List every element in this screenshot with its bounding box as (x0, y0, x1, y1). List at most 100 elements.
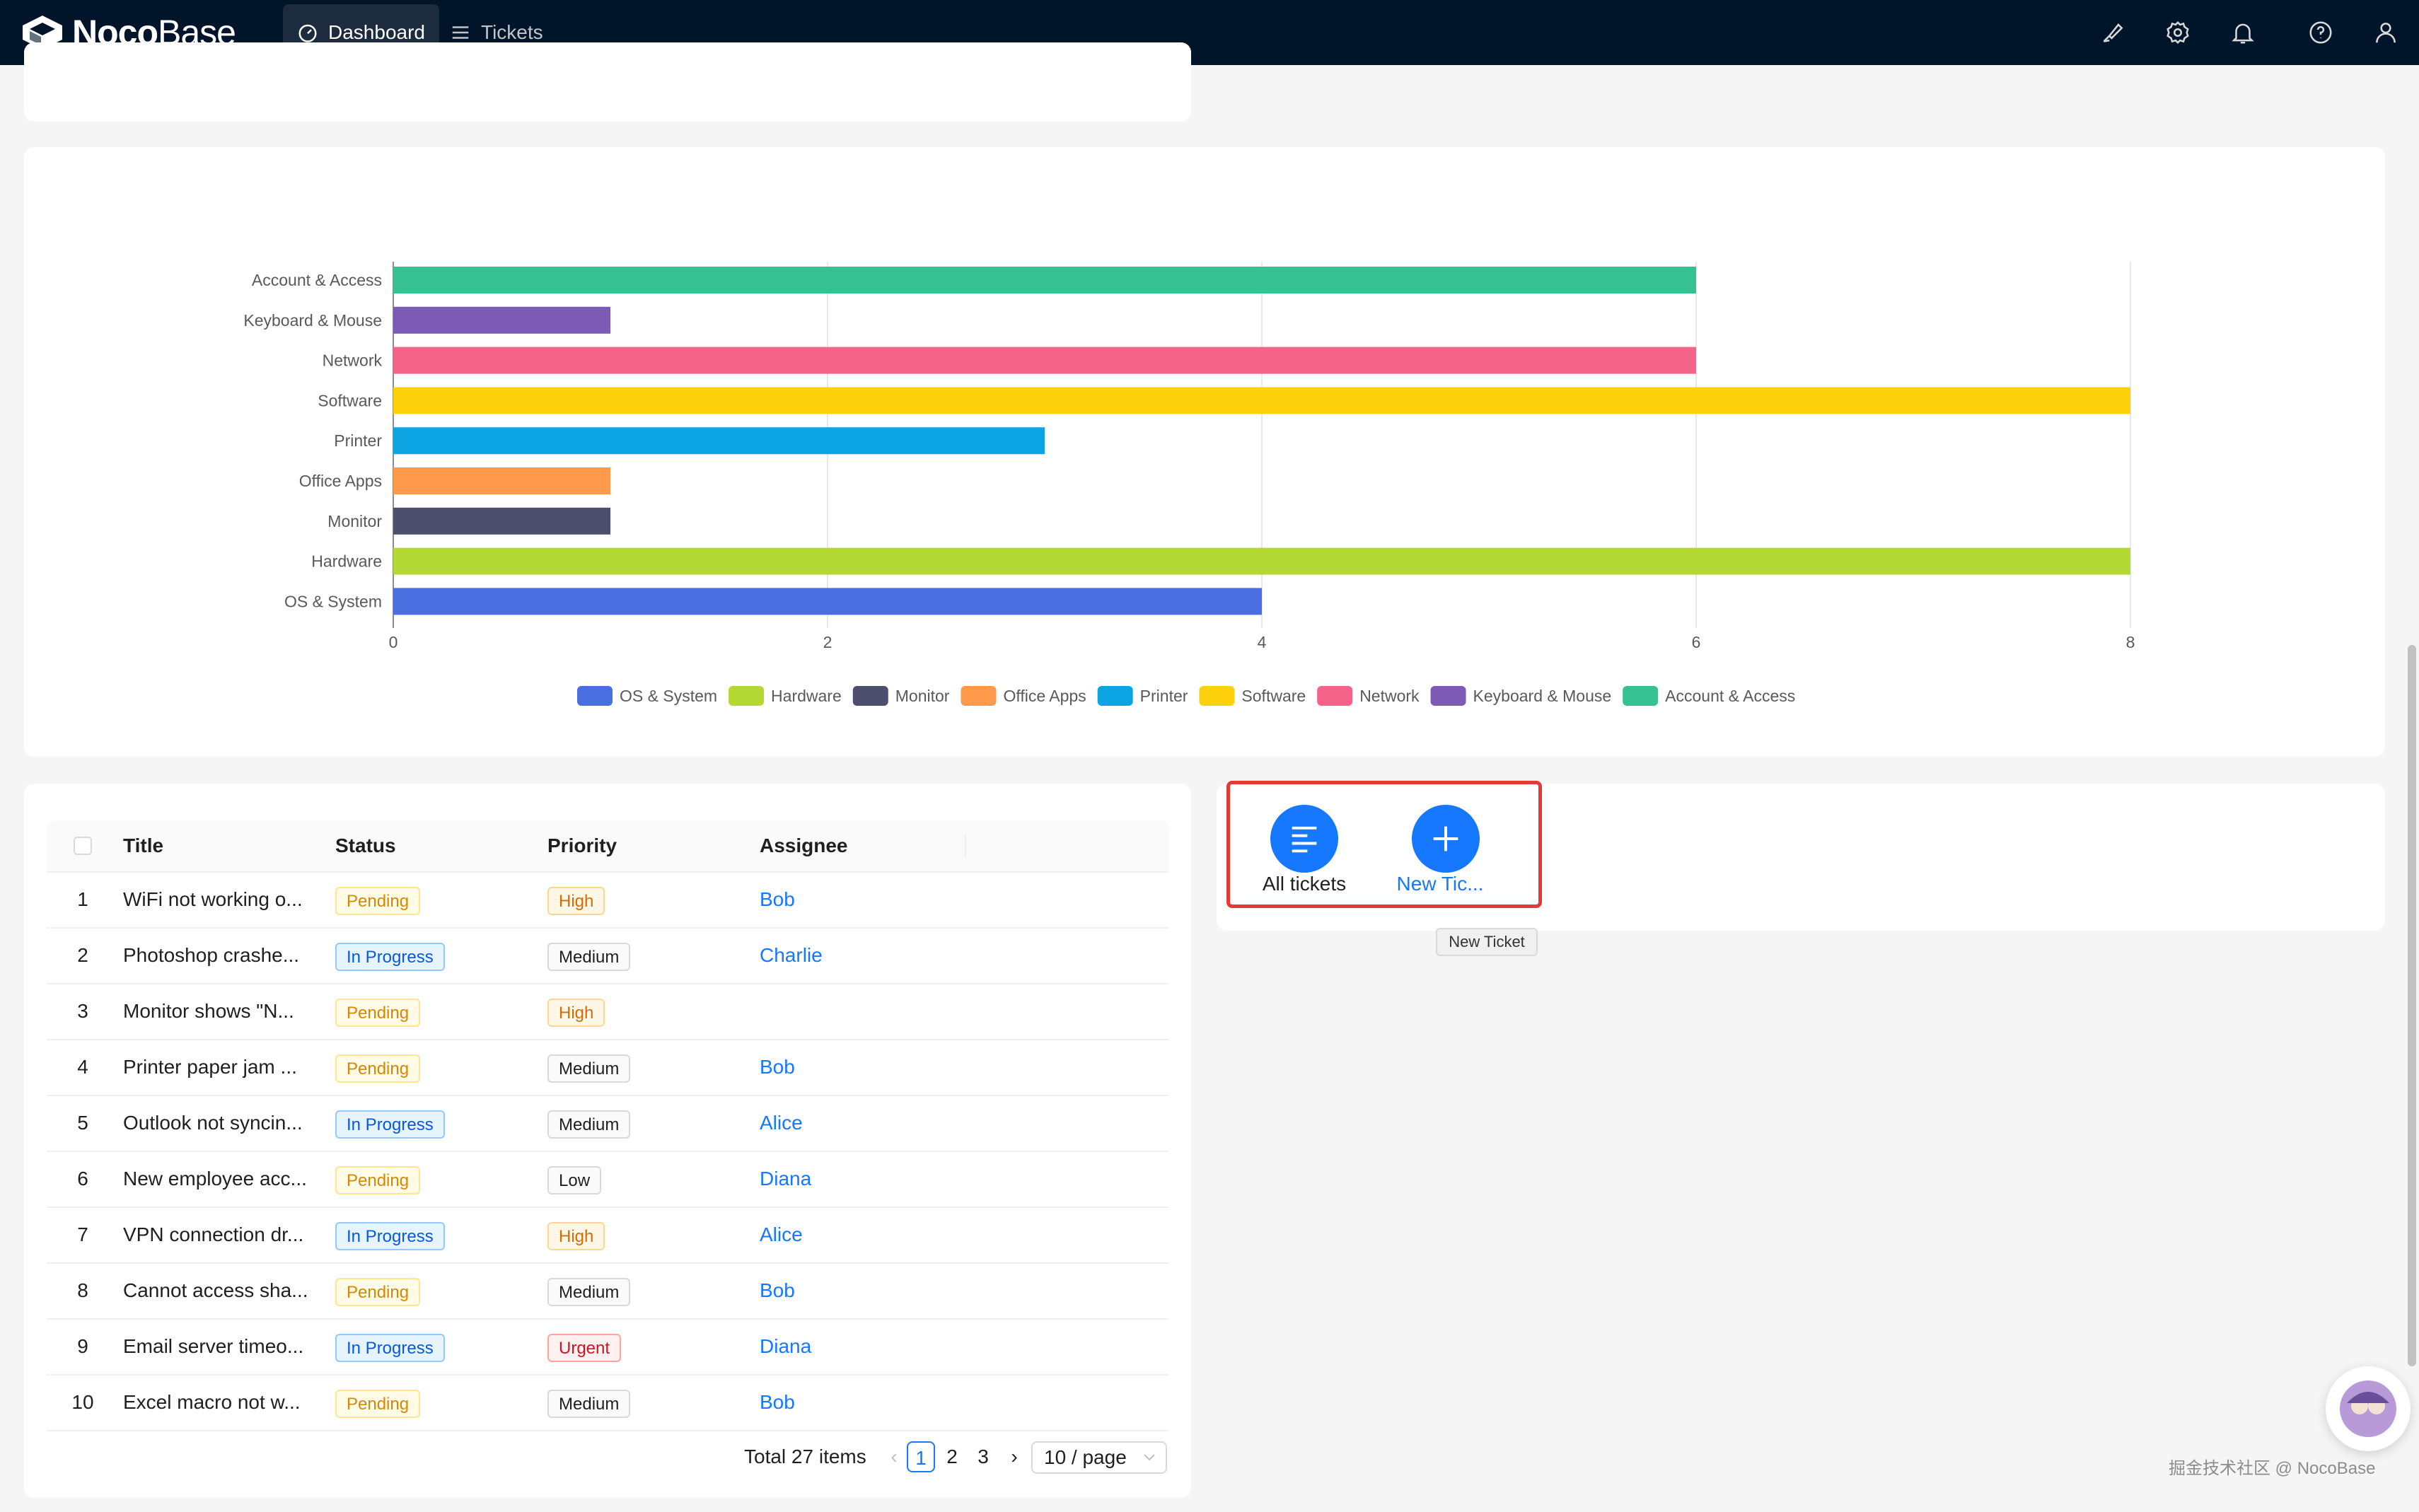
gear-icon[interactable] (2164, 19, 2191, 46)
x-tick-label: 4 (1258, 633, 1267, 651)
table-row[interactable]: 7 VPN connection dr... In Progress High Alic… (47, 1206, 1168, 1264)
page-scrollbar[interactable] (2408, 645, 2416, 1366)
status-cell: In Progress (335, 1095, 445, 1151)
priority-badge: Medium (547, 1110, 631, 1139)
legend-swatch (961, 686, 997, 706)
priority-cell: Medium (547, 1039, 631, 1095)
new-ticket-button[interactable] (1412, 805, 1480, 873)
user-icon[interactable] (2372, 19, 2399, 46)
table-row[interactable]: 10 Excel macro not w... Pending Medium Bob (47, 1374, 1168, 1431)
row-index: 5 (77, 1112, 88, 1134)
priority-badge: High (547, 886, 605, 915)
status-cell: Pending (335, 1374, 421, 1430)
brush-icon[interactable] (2099, 19, 2126, 46)
row-index: 4 (77, 1056, 88, 1078)
page-3-button[interactable]: 3 (978, 1446, 989, 1467)
status-badge: Pending (335, 1054, 421, 1083)
priority-badge: Urgent (547, 1333, 622, 1362)
table-row[interactable]: 1 WiFi not working o... Pending High Bob (47, 871, 1168, 929)
status-cell: Pending (335, 871, 421, 927)
support-chat-button[interactable] (2326, 1366, 2411, 1451)
table-row[interactable]: 3 Monitor shows "N... Pending High (47, 983, 1168, 1040)
ticket-title: Monitor shows "N... (123, 1000, 294, 1022)
chart-card: Account & Access Keyboard & Mouse Network S… (24, 147, 2385, 757)
legend-swatch (1430, 686, 1466, 706)
page-1-button[interactable]: 1 (907, 1441, 935, 1472)
priority-cell: Low (547, 1151, 602, 1206)
priority-cell: Medium (547, 1262, 631, 1318)
assignee-link[interactable]: Bob (760, 888, 795, 910)
assignee-link[interactable]: Diana (760, 1168, 812, 1190)
new-ticket-label[interactable]: New Tic... (1396, 873, 1484, 895)
all-tickets-label[interactable]: All tickets (1262, 873, 1347, 895)
ticket-title: Photoshop crashe... (123, 944, 300, 966)
row-index: 10 (71, 1391, 94, 1413)
assignee-link[interactable]: Alice (760, 1223, 803, 1245)
next-page-button[interactable]: › (1011, 1446, 1018, 1467)
status-badge: In Progress (335, 942, 445, 971)
ticket-title: Cannot access sha... (123, 1279, 308, 1301)
assignee-link[interactable]: Bob (760, 1056, 795, 1078)
nav-tickets[interactable]: Tickets (436, 4, 557, 61)
table-row[interactable]: 6 New employee acc... Pending Low Diana (47, 1151, 1168, 1208)
status-badge: Pending (335, 1389, 421, 1418)
legend-swatch (852, 686, 888, 706)
priority-badge: Medium (547, 1389, 631, 1418)
table-header: Title Status Priority Assignee (47, 820, 1168, 873)
column-status[interactable]: Status (335, 834, 396, 856)
page-2-button[interactable]: 2 (946, 1446, 958, 1467)
column-assignee[interactable]: Assignee (760, 834, 848, 856)
y-category-label: Software (318, 391, 382, 409)
status-cell: Pending (335, 983, 421, 1039)
column-title[interactable]: Title (123, 834, 164, 856)
priority-cell: High (547, 983, 605, 1039)
bell-icon[interactable] (2229, 19, 2256, 46)
status-badge: Pending (335, 886, 421, 915)
ticket-title: Printer paper jam ... (123, 1056, 297, 1078)
select-all-checkbox[interactable] (74, 837, 92, 855)
table-row[interactable]: 8 Cannot access sha... Pending Medium Bob (47, 1262, 1168, 1320)
priority-badge: Low (547, 1165, 602, 1194)
status-badge: Pending (335, 1277, 421, 1306)
align-left-icon (1292, 826, 1317, 853)
table-row[interactable]: 5 Outlook not syncin... In Progress Medium A… (47, 1095, 1168, 1152)
plus-icon (1433, 826, 1458, 851)
bar (393, 306, 610, 334)
row-index: 1 (77, 888, 88, 910)
page-size-select[interactable]: 10 / page (1031, 1441, 1167, 1474)
table-row[interactable]: 9 Email server timeo... In Progress Urgent D… (47, 1318, 1168, 1376)
y-category-label: Account & Access (252, 271, 382, 289)
assignee-link[interactable]: Charlie (760, 944, 823, 966)
bar (393, 267, 1696, 293)
assignee-link[interactable]: Bob (760, 1391, 795, 1413)
legend-label: Keyboard & Mouse (1473, 687, 1612, 705)
status-cell: Pending (335, 1039, 421, 1095)
prev-page-button[interactable]: ‹ (891, 1446, 898, 1467)
nav-tickets-label: Tickets (481, 21, 543, 43)
bar (393, 467, 610, 494)
status-cell: In Progress (335, 927, 445, 983)
assignee-link[interactable]: Alice (760, 1112, 803, 1134)
ticket-title: Excel macro not w... (123, 1391, 301, 1413)
support-avatar-icon (2340, 1380, 2396, 1437)
y-category-label: Network (323, 351, 383, 370)
y-category-label: Keyboard & Mouse (243, 311, 382, 330)
all-tickets-button[interactable] (1270, 805, 1338, 873)
status-badge: Pending (335, 1165, 421, 1194)
category-bar-chart: Account & Access Keyboard & Mouse Network S… (243, 262, 2135, 706)
priority-cell: Urgent (547, 1318, 622, 1374)
table-row[interactable]: 2 Photoshop crashe... In Progress Medium Cha… (47, 927, 1168, 984)
assignee-link[interactable]: Diana (760, 1335, 812, 1357)
row-index: 2 (77, 944, 88, 966)
column-priority[interactable]: Priority (547, 834, 617, 856)
legend-label: Office Apps (1003, 687, 1086, 705)
status-badge: Pending (335, 998, 421, 1027)
bar (393, 387, 2130, 414)
status-cell: In Progress (335, 1318, 445, 1374)
chevron-down-icon (1144, 1454, 1155, 1461)
assignee-link[interactable]: Bob (760, 1279, 795, 1301)
priority-cell: High (547, 1206, 605, 1262)
table-row[interactable]: 4 Printer paper jam ... Pending Medium Bob (47, 1039, 1168, 1096)
status-cell: Pending (335, 1262, 421, 1318)
help-icon[interactable] (2307, 19, 2334, 46)
